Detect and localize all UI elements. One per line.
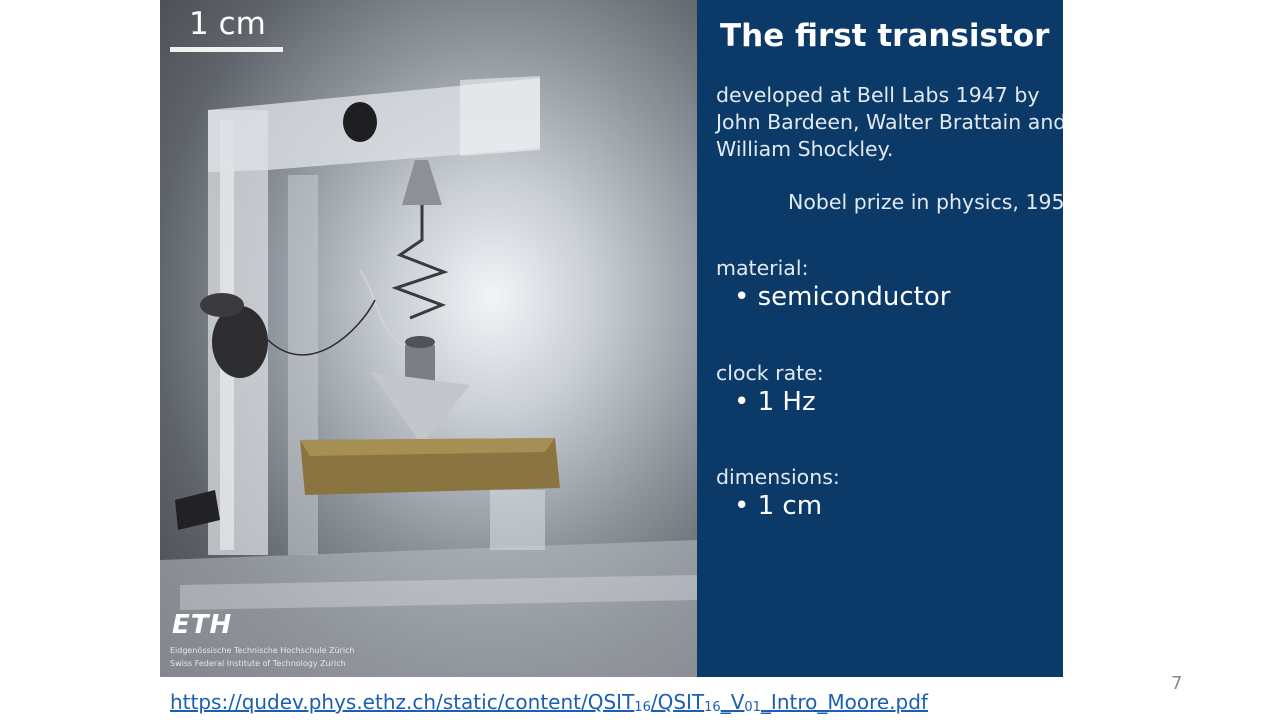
source-link-part-2: /QSIT (650, 690, 705, 714)
material-label: material: (716, 256, 809, 280)
dimensions-value: • 1 cm (734, 491, 823, 521)
intro-line-3: William Shockley. (716, 137, 894, 161)
nobel-prize-note: Nobel prize in physics, 1956 (788, 190, 1063, 214)
transistor-photo: 1 cm ETH Eidgenössische Technische Hochs… (160, 0, 697, 677)
source-link-part-1: https://qudev.phys.ethz.ch/static/conten… (170, 690, 635, 714)
source-link-part-4: _Intro_Moore.pdf (760, 690, 928, 714)
dimensions-label: dimensions: (716, 465, 840, 489)
source-link[interactable]: https://qudev.phys.ethz.ch/static/conten… (170, 690, 928, 715)
material-value: • semiconductor (734, 282, 951, 312)
clock-rate-label: clock rate: (716, 361, 824, 385)
source-link-subscript-2: 16 (704, 700, 721, 715)
source-link-subscript-1: 16 (634, 700, 651, 715)
scale-bar (170, 47, 283, 52)
eth-institution-line-1: Eidgenössische Technische Hochschule Zür… (170, 646, 355, 655)
clock-rate-value: • 1 Hz (734, 387, 816, 417)
info-panel: The first transistor developed at Bell L… (697, 0, 1063, 677)
intro-line-1: developed at Bell Labs 1947 by (716, 83, 1040, 107)
source-link-subscript-3: 01 (744, 700, 761, 715)
transistor-illustration (160, 76, 697, 677)
eth-institution-line-2: Swiss Federal Institute of Technology Zu… (170, 659, 346, 668)
page-number: 7 (1171, 673, 1183, 694)
scale-label: 1 cm (189, 6, 266, 42)
source-link-part-3: _V (720, 690, 745, 714)
panel-title: The first transistor (720, 18, 1050, 54)
intro-line-2: John Bardeen, Walter Brattain and (716, 110, 1063, 134)
transistor-figure: 1 cm ETH Eidgenössische Technische Hochs… (160, 0, 1063, 677)
eth-logo: ETH (172, 610, 233, 640)
